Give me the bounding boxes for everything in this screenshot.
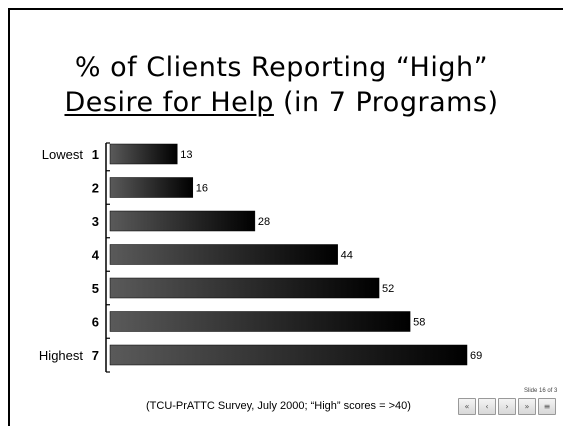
footnote: (TCU-PrATTC Survey, July 2000; “High” sc… [146, 400, 411, 412]
bar [109, 277, 380, 299]
category-tick-label: 2 [92, 181, 99, 196]
category-tick-label: 4 [92, 248, 100, 263]
previous-slide-button[interactable]: ‹ [478, 398, 496, 415]
bar [109, 344, 468, 366]
data-label: 44 [341, 250, 353, 262]
last-slide-button[interactable]: » [518, 398, 536, 415]
lowest-annotation: Lowest [42, 147, 84, 162]
category-tick-label: 7 [92, 348, 99, 363]
slide-title-line1: % of Clients Reporting “High” [74, 52, 489, 83]
first-slide-button[interactable]: « [458, 398, 476, 415]
title-underlined-phrase: Desire for Help [64, 87, 274, 118]
category-tick-label: 1 [92, 147, 99, 162]
slide-navigation: «‹ ›» ≡ [458, 398, 558, 415]
bar [109, 210, 256, 232]
bar [109, 143, 178, 165]
data-label: 13 [180, 149, 192, 161]
highest-annotation: Highest [39, 348, 83, 363]
data-label: 16 [196, 183, 208, 195]
category-tick-label: 3 [92, 214, 99, 229]
next-slide-button[interactable]: › [498, 398, 516, 415]
data-label: 28 [258, 216, 270, 228]
title-rest-phrase: (in 7 Programs) [273, 87, 499, 118]
data-label: 69 [470, 350, 482, 362]
bar [109, 311, 411, 332]
slide-title-line2: Desire for Help (in 7 Programs) [0, 87, 563, 118]
data-label: 52 [382, 283, 394, 295]
bar [109, 177, 194, 198]
slide-counter: Slide 16 of 3 [524, 388, 558, 394]
bar [109, 244, 338, 265]
data-label: 58 [413, 317, 425, 329]
slide-menu-button[interactable]: ≡ [538, 398, 556, 415]
category-tick-label: 5 [92, 281, 99, 296]
category-tick-label: 6 [92, 315, 99, 330]
